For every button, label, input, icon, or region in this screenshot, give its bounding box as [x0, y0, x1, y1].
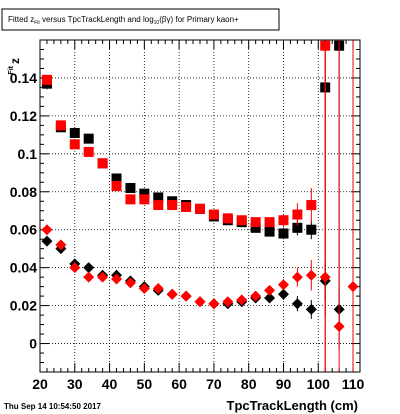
- data-point: [125, 182, 136, 193]
- data-point: [347, 281, 359, 293]
- data-point: [291, 271, 303, 283]
- data-point: [305, 303, 317, 315]
- data-point: [139, 194, 150, 205]
- data-point: [153, 200, 164, 211]
- data-point: [292, 209, 303, 220]
- data-point: [69, 139, 80, 150]
- data-point: [292, 222, 303, 233]
- data-point: [278, 215, 289, 226]
- data-point: [208, 298, 220, 310]
- data-point: [41, 235, 53, 247]
- timestamp: Thu Sep 14 10:54:50 2017: [4, 402, 101, 411]
- data-point: [166, 288, 178, 300]
- data-point: [264, 284, 276, 296]
- data-point: [55, 120, 66, 131]
- data-point: [278, 228, 289, 239]
- data-point: [111, 181, 122, 192]
- data-point: [83, 133, 94, 144]
- x-tick-label: 50: [137, 376, 153, 392]
- data-point: [153, 192, 164, 203]
- data-point: [306, 200, 317, 211]
- data-point: [333, 320, 345, 332]
- y-tick-label: 0.04: [10, 260, 37, 276]
- data-point: [277, 288, 289, 300]
- y-tick-label: 0.1: [18, 146, 38, 162]
- x-tick-label: 110: [342, 376, 365, 392]
- data-point: [250, 217, 261, 228]
- title-suffix: (βγ) for Primary kaon+: [159, 15, 239, 24]
- data-point: [111, 273, 123, 285]
- title-text: Fitted zFit versus TpcTrackLength and lo…: [8, 15, 239, 26]
- data-point: [111, 173, 122, 184]
- data-point: [195, 203, 205, 214]
- x-tick-label: 20: [32, 376, 48, 392]
- title-middle: versus TpcTrackLength and log: [40, 15, 154, 24]
- label-layer: 20 30 40 50 60 70 80 90 100 110 0 0.02 0.04 0.06 0.08 0…: [10, 70, 365, 392]
- y-tick-label: 0.14: [10, 70, 37, 86]
- y-tick-label: 0: [29, 336, 37, 352]
- y-tick-label: 0.02: [10, 298, 37, 314]
- data-point: [97, 271, 109, 283]
- y-tick-label: 0.06: [10, 222, 37, 238]
- data-point: [291, 298, 303, 310]
- x-tick-label: 70: [206, 376, 222, 392]
- x-tick-label: 60: [171, 376, 187, 392]
- y-axis-title-main: z: [8, 58, 22, 64]
- data-point: [180, 290, 192, 302]
- data-point: [69, 127, 80, 138]
- x-tick-label: 30: [67, 376, 83, 392]
- x-axis-title: TpcTrackLength (cm): [227, 398, 358, 413]
- data-point: [264, 292, 276, 304]
- data-point: [305, 269, 317, 281]
- data-point: [181, 201, 192, 212]
- data-point: [41, 74, 52, 85]
- x-tick-label: 80: [241, 376, 257, 392]
- data-point: [250, 290, 262, 302]
- data-point: [138, 283, 150, 295]
- chart-title: Fitted zFit versus TpcTrackLength and lo…: [1, 8, 280, 31]
- y-tick-label: 0.08: [10, 184, 37, 200]
- data-point: [194, 296, 206, 308]
- data-point: [306, 224, 317, 235]
- data-point: [97, 158, 108, 169]
- data-point: [250, 222, 261, 233]
- x-tick-label: 90: [276, 376, 292, 392]
- data-point: [222, 296, 234, 308]
- data-point: [124, 277, 136, 289]
- title-box: [1, 8, 280, 31]
- y-axis-title: Fitz: [8, 58, 22, 75]
- title-middle-sub: 10: [154, 20, 160, 26]
- data-point: [83, 146, 94, 157]
- data-point: [152, 283, 164, 295]
- data-point: [55, 239, 67, 251]
- data-point: [222, 213, 233, 224]
- data-point: [208, 209, 219, 220]
- title-prefix-sub: Fit: [34, 20, 40, 26]
- data-point: [139, 188, 150, 199]
- plot-frame: [39, 39, 361, 373]
- data-point: [264, 217, 275, 228]
- data-point: [125, 194, 136, 205]
- data-layer: [41, 40, 359, 372]
- svg-text:Fitz: Fitz: [8, 58, 22, 75]
- y-tick-label: 0.12: [10, 108, 37, 124]
- x-tick-label: 40: [102, 376, 118, 392]
- data-point: [167, 200, 178, 211]
- data-point: [319, 271, 331, 283]
- y-axis-title-sub: Fit: [8, 65, 15, 74]
- data-point: [236, 215, 247, 226]
- data-series-3: [41, 40, 359, 372]
- data-point: [83, 262, 95, 274]
- data-point: [41, 224, 53, 236]
- x-tick-label: 100: [307, 376, 331, 392]
- data-point: [83, 271, 95, 283]
- data-point: [264, 226, 275, 237]
- data-point: [236, 294, 248, 306]
- data-point: [69, 262, 81, 274]
- title-prefix: Fitted z: [8, 15, 34, 24]
- data-point: [277, 279, 289, 291]
